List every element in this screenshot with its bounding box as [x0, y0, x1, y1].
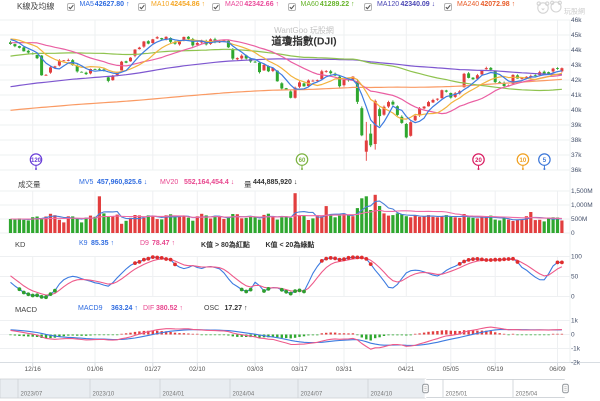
svg-text:42k: 42k	[571, 77, 582, 84]
svg-text:44k: 44k	[571, 47, 582, 54]
svg-text:玩股網: 玩股網	[564, 7, 585, 16]
svg-text:0: 0	[571, 294, 575, 301]
svg-text:03/31: 03/31	[336, 366, 353, 373]
svg-text:120: 120	[31, 158, 42, 164]
svg-text:0: 0	[571, 332, 575, 339]
svg-text:2024/10: 2024/10	[371, 392, 393, 398]
svg-text:-2k: -2k	[571, 360, 581, 367]
svg-text:5: 5	[543, 158, 547, 164]
svg-text:02/10: 02/10	[189, 366, 206, 373]
svg-text:0: 0	[571, 230, 575, 237]
svg-text:38k: 38k	[571, 137, 582, 144]
svg-text:36k: 36k	[571, 167, 582, 174]
svg-text:60: 60	[299, 158, 306, 164]
svg-text:46k: 46k	[571, 17, 582, 24]
svg-text:01/06: 01/06	[87, 366, 104, 373]
svg-text:2023/07: 2023/07	[21, 392, 43, 398]
svg-text:1,000M: 1,000M	[571, 202, 593, 209]
svg-text:03/17: 03/17	[291, 366, 308, 373]
svg-text:41k: 41k	[571, 92, 582, 99]
svg-text:2025/01: 2025/01	[446, 392, 468, 398]
svg-text:500M: 500M	[571, 216, 587, 223]
svg-text:100: 100	[571, 254, 582, 261]
svg-text:2024/01: 2024/01	[163, 392, 185, 398]
svg-text:2024/04: 2024/04	[233, 392, 255, 398]
svg-text:37k: 37k	[571, 152, 582, 159]
svg-text:04/21: 04/21	[398, 366, 415, 373]
svg-text:1,500M: 1,500M	[571, 188, 593, 195]
svg-text:道瓊指數(DJI): 道瓊指數(DJI)	[271, 35, 336, 48]
svg-text:05/19: 05/19	[487, 366, 504, 373]
svg-text:20: 20	[475, 158, 482, 164]
svg-text:WantGoo 玩股網: WantGoo 玩股網	[274, 25, 334, 35]
svg-text:03/03: 03/03	[247, 366, 264, 373]
svg-text:2023/10: 2023/10	[93, 392, 115, 398]
svg-text:-1k: -1k	[571, 346, 581, 353]
svg-text:50: 50	[571, 274, 579, 281]
svg-text:39k: 39k	[571, 122, 582, 129]
svg-text:06/09: 06/09	[549, 366, 566, 373]
svg-text:05/05: 05/05	[443, 366, 460, 373]
svg-text:2025/04: 2025/04	[516, 392, 538, 398]
svg-text:2024/07: 2024/07	[301, 392, 323, 398]
svg-text:43k: 43k	[571, 62, 582, 69]
svg-text:40k: 40k	[571, 107, 582, 114]
svg-text:12/16: 12/16	[25, 366, 42, 373]
svg-text:45k: 45k	[571, 32, 582, 39]
svg-text:01/27: 01/27	[145, 366, 162, 373]
svg-text:1k: 1k	[571, 318, 579, 325]
svg-text:10: 10	[520, 158, 527, 164]
